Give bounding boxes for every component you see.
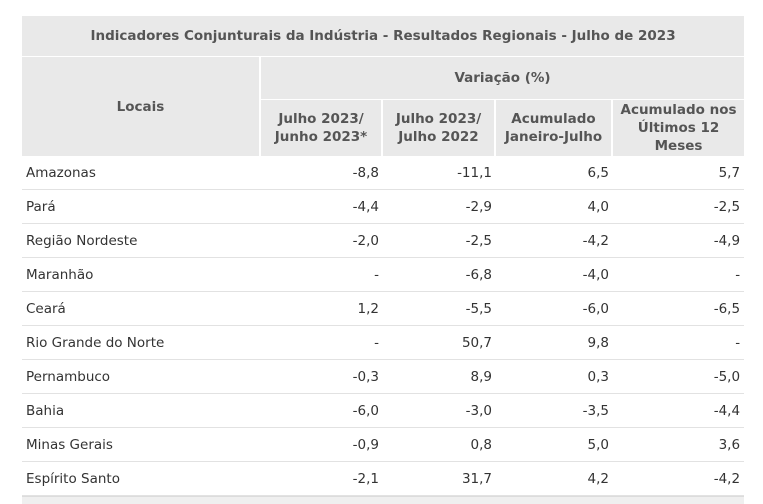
column-header-acumulado-12-meses: Acumulado nos Últimos 12 Meses <box>613 100 745 156</box>
value-cell: -5,5 <box>383 292 496 326</box>
value-cell: 50,7 <box>383 326 496 360</box>
column-header-acumulado-ano: Acumulado Janeiro-Julho <box>496 100 613 156</box>
row-name: Amazonas <box>22 156 261 190</box>
value-cell: -4,0 <box>496 258 613 292</box>
column-header-line2: Julho 2022 <box>398 129 479 145</box>
value-cell: 0,3 <box>496 360 613 394</box>
data-table-container: Indicadores Conjunturais da Indústria - … <box>22 16 745 496</box>
value-cell: -4,9 <box>613 224 745 258</box>
value-cell: -0,3 <box>261 360 383 394</box>
table-row: Amazonas -8,8 -11,1 6,5 5,7 <box>22 156 745 190</box>
row-name: Minas Gerais <box>22 428 261 462</box>
value-cell: - <box>261 326 383 360</box>
table-row: Pernambuco -0,3 8,9 0,3 -5,0 <box>22 360 745 394</box>
table-row: Pará -4,4 -2,9 4,0 -2,5 <box>22 190 745 224</box>
value-cell: -4,2 <box>613 462 745 496</box>
value-cell: 8,9 <box>383 360 496 394</box>
table-row: Espírito Santo -2,1 31,7 4,2 -4,2 <box>22 462 745 496</box>
locais-header: Locais <box>22 57 261 156</box>
value-cell: 9,8 <box>496 326 613 360</box>
table-row: Rio Grande do Norte - 50,7 9,8 - <box>22 326 745 360</box>
value-cell: 3,6 <box>613 428 745 462</box>
value-cell: -5,0 <box>613 360 745 394</box>
value-cell: -6,0 <box>261 394 383 428</box>
value-cell: -3,5 <box>496 394 613 428</box>
row-name: Bahia <box>22 394 261 428</box>
value-cell: -6,0 <box>496 292 613 326</box>
value-cell: 5,7 <box>613 156 745 190</box>
row-name: Ceará <box>22 292 261 326</box>
value-cell: -2,5 <box>613 190 745 224</box>
column-header-line1: Julho 2023/ <box>278 111 364 127</box>
column-header-line1: Acumulado nos <box>620 102 737 118</box>
table-row: Minas Gerais -0,9 0,8 5,0 3,6 <box>22 428 745 462</box>
horizontal-scrollbar[interactable] <box>22 496 744 504</box>
row-name: Região Nordeste <box>22 224 261 258</box>
value-cell: -2,9 <box>383 190 496 224</box>
table-row: Região Nordeste -2,0 -2,5 -4,2 -4,9 <box>22 224 745 258</box>
value-cell: - <box>261 258 383 292</box>
value-cell: - <box>613 258 745 292</box>
column-header-julho-julho: Julho 2023/ Julho 2022 <box>383 100 496 156</box>
value-cell: 4,0 <box>496 190 613 224</box>
column-header-julho-junho: Julho 2023/ Junho 2023* <box>261 100 383 156</box>
value-cell: 6,5 <box>496 156 613 190</box>
column-header-line2: Últimos 12 Meses <box>637 120 720 154</box>
row-name: Rio Grande do Norte <box>22 326 261 360</box>
value-cell: 4,2 <box>496 462 613 496</box>
table-row: Ceará 1,2 -5,5 -6,0 -6,5 <box>22 292 745 326</box>
column-header-line1: Julho 2023/ <box>395 111 482 127</box>
column-header-line2: Junho 2023* <box>274 129 368 145</box>
value-cell: -3,0 <box>383 394 496 428</box>
regional-indicators-table: Indicadores Conjunturais da Indústria - … <box>22 16 745 496</box>
row-name: Pernambuco <box>22 360 261 394</box>
value-cell: -8,8 <box>261 156 383 190</box>
value-cell: -2,0 <box>261 224 383 258</box>
value-cell: -0,9 <box>261 428 383 462</box>
value-cell: 0,8 <box>383 428 496 462</box>
value-cell: -2,5 <box>383 224 496 258</box>
table-row: Maranhão - -6,8 -4,0 - <box>22 258 745 292</box>
row-name: Maranhão <box>22 258 261 292</box>
value-cell: -4,4 <box>261 190 383 224</box>
row-name: Espírito Santo <box>22 462 261 496</box>
value-cell: - <box>613 326 745 360</box>
row-name: Pará <box>22 190 261 224</box>
column-header-line1: Acumulado <box>511 111 596 127</box>
value-cell: -2,1 <box>261 462 383 496</box>
value-cell: -4,2 <box>496 224 613 258</box>
value-cell: 1,2 <box>261 292 383 326</box>
value-cell: -11,1 <box>383 156 496 190</box>
value-cell: -6,5 <box>613 292 745 326</box>
column-header-line2: Janeiro-Julho <box>504 129 603 145</box>
value-cell: -4,4 <box>613 394 745 428</box>
value-cell: 5,0 <box>496 428 613 462</box>
table-title: Indicadores Conjunturais da Indústria - … <box>22 16 745 57</box>
variacao-header: Variação (%) <box>261 57 745 100</box>
value-cell: 31,7 <box>383 462 496 496</box>
table-row: Bahia -6,0 -3,0 -3,5 -4,4 <box>22 394 745 428</box>
value-cell: -6,8 <box>383 258 496 292</box>
